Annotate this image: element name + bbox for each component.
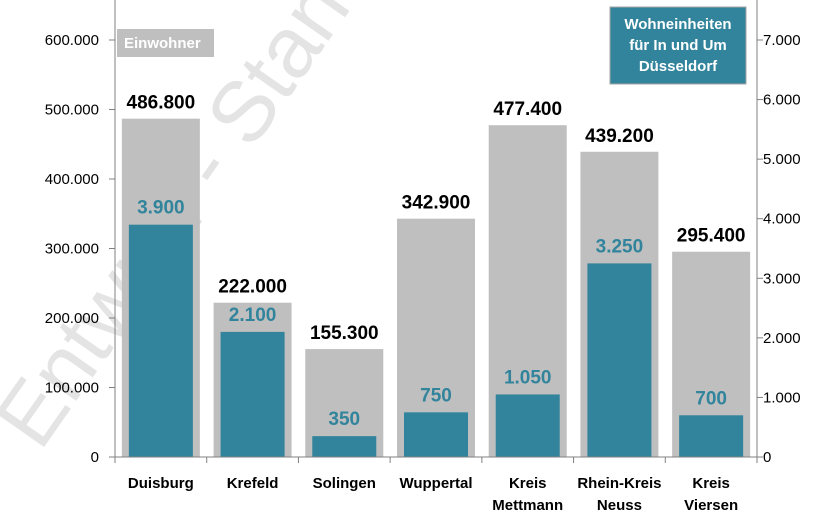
- housing-units-data-label: 700: [695, 388, 727, 409]
- housing-units-data-label: 2.100: [229, 305, 277, 326]
- housing-units-bar: [128, 224, 193, 457]
- population-data-label: 439.200: [585, 126, 654, 147]
- right-axis-tick-label: 4.000: [763, 211, 801, 228]
- legend-wohneinheiten-label: Düsseldorf: [639, 58, 718, 75]
- left-axis-tick-label: 400.000: [45, 171, 99, 188]
- housing-units-bar: [679, 415, 744, 457]
- right-axis-tick-label: 1.000: [763, 389, 801, 406]
- housing-units-data-label: 3.900: [137, 198, 185, 219]
- housing-units-data-label: 750: [420, 385, 452, 406]
- legend-einwohner-box: [117, 29, 214, 57]
- category-label: Solingen: [313, 475, 376, 492]
- population-data-label: 155.300: [310, 323, 379, 344]
- category-label: Wuppertal: [399, 475, 472, 492]
- housing-units-data-label: 3.250: [596, 236, 644, 257]
- legend-einwohner-label: Einwohner: [124, 35, 201, 52]
- left-axis-tick-label: 0: [91, 449, 99, 466]
- legend-wohneinheiten-label: Wohneinheiten: [624, 16, 731, 33]
- legend-wohneinheiten-label: für In und Um: [629, 37, 727, 54]
- population-data-label: 295.400: [677, 226, 746, 247]
- category-label: Viersen: [684, 497, 738, 514]
- housing-units-data-label: 350: [328, 409, 360, 430]
- left-axis-tick-label: 100.000: [45, 380, 99, 397]
- housing-units-bar: [495, 394, 560, 457]
- category-label: Mettmann: [492, 497, 563, 514]
- housing-units-bar: [220, 331, 285, 457]
- category-label: Neuss: [597, 497, 642, 514]
- right-axis-tick-label: 6.000: [763, 92, 801, 109]
- right-axis-tick-label: 5.000: [763, 151, 801, 168]
- category-label: Kreis: [692, 475, 730, 492]
- right-axis-tick-label: 3.000: [763, 270, 801, 287]
- population-data-label: 342.900: [402, 193, 471, 214]
- right-axis-tick-label: 2.000: [763, 330, 801, 347]
- right-axis-tick-label: 7.000: [763, 32, 801, 49]
- population-data-label: 477.400: [493, 99, 562, 120]
- category-label: Krefeld: [227, 475, 279, 492]
- category-label: Duisburg: [128, 475, 194, 492]
- left-axis-tick-label: 500.000: [45, 102, 99, 119]
- category-label: Kreis: [509, 475, 547, 492]
- left-axis-tick-label: 300.000: [45, 241, 99, 258]
- left-axis-tick-label: 600.000: [45, 32, 99, 49]
- right-axis-tick-label: 0: [763, 449, 771, 466]
- left-axis-tick-label: 200.000: [45, 310, 99, 327]
- legend-wohneinheiten-box: [609, 6, 747, 85]
- category-label: Rhein-Kreis: [577, 475, 661, 492]
- population-data-label: 222.000: [218, 277, 287, 298]
- housing-units-bar: [312, 436, 377, 457]
- housing-units-bar: [587, 263, 652, 457]
- population-data-label: 486.800: [127, 93, 196, 114]
- housing-units-data-label: 1.050: [504, 367, 552, 388]
- housing-units-bar: [404, 412, 468, 457]
